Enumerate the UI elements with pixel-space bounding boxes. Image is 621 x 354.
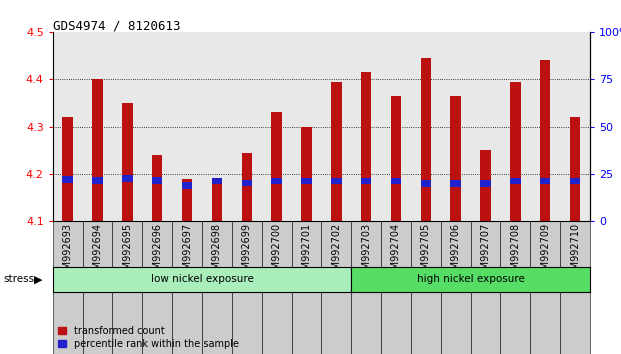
- Bar: [83, 221, 112, 354]
- Bar: [420, 58, 431, 221]
- Bar: [560, 221, 590, 354]
- Text: low nickel exposure: low nickel exposure: [150, 274, 253, 284]
- Bar: [510, 81, 520, 221]
- Bar: [301, 126, 312, 221]
- Bar: [322, 221, 351, 354]
- Bar: [212, 181, 222, 221]
- Bar: [172, 221, 202, 354]
- Bar: [242, 153, 252, 221]
- Text: stress: stress: [3, 274, 34, 284]
- Bar: [471, 221, 501, 354]
- Bar: [540, 178, 550, 184]
- Legend: transformed count, percentile rank within the sample: transformed count, percentile rank withi…: [58, 326, 239, 349]
- Bar: [182, 182, 193, 189]
- Bar: [182, 179, 193, 221]
- Text: high nickel exposure: high nickel exposure: [417, 274, 525, 284]
- Bar: [122, 103, 133, 221]
- Bar: [152, 177, 163, 184]
- Bar: [331, 178, 342, 184]
- Bar: [411, 221, 441, 354]
- Bar: [450, 96, 461, 221]
- Bar: [391, 96, 401, 221]
- Bar: [570, 117, 580, 221]
- Bar: [152, 155, 163, 221]
- Bar: [361, 72, 371, 221]
- Bar: [450, 180, 461, 187]
- Bar: [540, 60, 550, 221]
- Bar: [501, 221, 530, 354]
- Bar: [93, 177, 102, 184]
- Bar: [63, 176, 73, 183]
- Bar: [63, 117, 73, 221]
- Bar: [441, 221, 471, 354]
- Bar: [570, 178, 580, 184]
- Bar: [122, 175, 133, 182]
- Bar: [391, 178, 401, 184]
- Bar: [351, 221, 381, 354]
- Bar: [142, 221, 172, 354]
- Bar: [331, 81, 342, 221]
- Bar: [381, 221, 411, 354]
- Text: ▶: ▶: [34, 274, 43, 284]
- Bar: [242, 179, 252, 186]
- Bar: [53, 221, 83, 354]
- Bar: [510, 178, 520, 184]
- Bar: [112, 221, 142, 354]
- Bar: [261, 221, 291, 354]
- Bar: [301, 178, 312, 184]
- Bar: [271, 112, 282, 221]
- Bar: [530, 221, 560, 354]
- Text: GDS4974 / 8120613: GDS4974 / 8120613: [53, 19, 180, 33]
- Bar: [202, 221, 232, 354]
- Bar: [271, 178, 282, 184]
- Bar: [291, 221, 322, 354]
- Bar: [480, 180, 491, 187]
- Bar: [361, 178, 371, 184]
- Bar: [93, 79, 102, 221]
- Bar: [420, 180, 431, 187]
- Bar: [480, 150, 491, 221]
- Bar: [232, 221, 261, 354]
- Bar: [212, 178, 222, 184]
